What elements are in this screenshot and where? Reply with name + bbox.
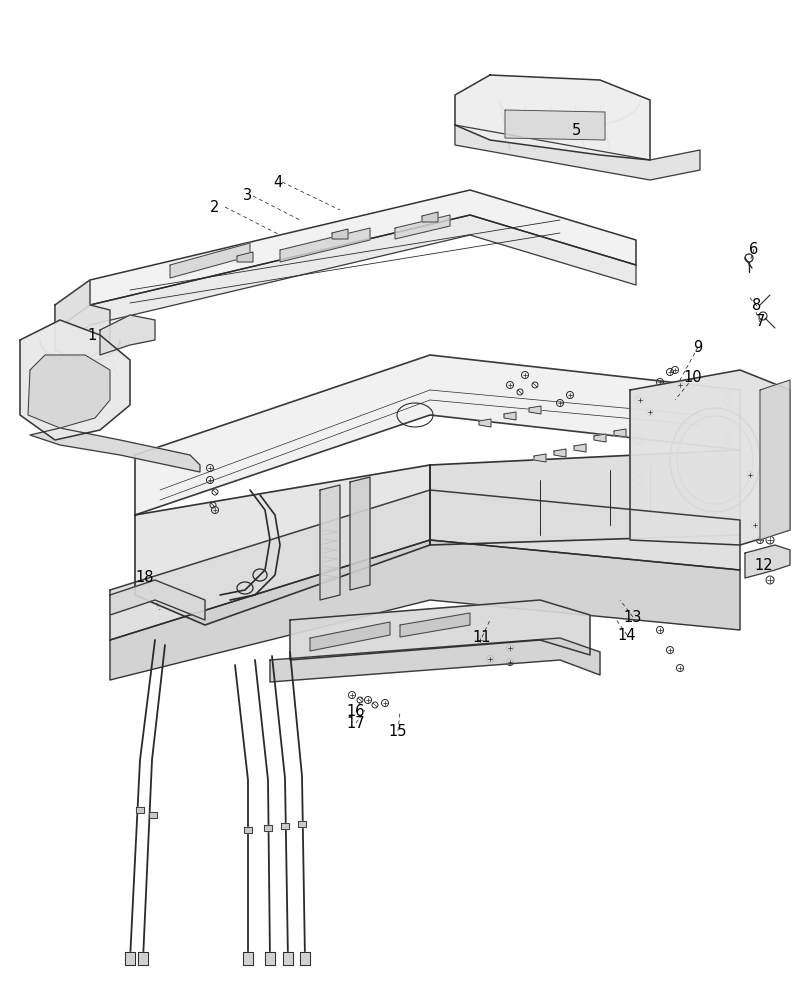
Polygon shape	[430, 450, 739, 545]
Polygon shape	[109, 490, 739, 640]
Polygon shape	[283, 952, 293, 965]
Polygon shape	[28, 355, 109, 428]
Polygon shape	[528, 406, 540, 414]
Text: 14: 14	[617, 628, 636, 643]
Polygon shape	[237, 252, 253, 262]
Polygon shape	[744, 545, 789, 578]
Polygon shape	[100, 315, 155, 355]
Polygon shape	[135, 465, 430, 625]
Polygon shape	[454, 125, 699, 180]
Polygon shape	[759, 380, 789, 540]
Polygon shape	[350, 477, 370, 590]
Polygon shape	[394, 215, 449, 239]
Polygon shape	[573, 444, 586, 452]
Polygon shape	[109, 540, 739, 680]
Text: 7: 7	[754, 314, 764, 330]
Text: 8: 8	[752, 298, 761, 314]
Polygon shape	[242, 952, 253, 965]
Text: 10: 10	[683, 370, 702, 385]
Polygon shape	[30, 428, 200, 472]
Polygon shape	[148, 812, 157, 818]
Polygon shape	[454, 75, 649, 160]
Polygon shape	[109, 580, 204, 620]
Polygon shape	[55, 280, 109, 360]
Text: 17: 17	[346, 716, 365, 730]
Polygon shape	[290, 600, 590, 660]
Text: 12: 12	[753, 558, 772, 572]
Text: 4: 4	[273, 175, 282, 190]
Polygon shape	[613, 429, 625, 437]
Polygon shape	[243, 827, 251, 833]
Polygon shape	[281, 823, 289, 829]
Polygon shape	[629, 370, 789, 545]
Polygon shape	[264, 952, 275, 965]
Text: 3: 3	[243, 188, 252, 204]
Text: 16: 16	[346, 704, 365, 720]
Text: 1: 1	[88, 328, 97, 342]
Polygon shape	[138, 952, 148, 965]
Polygon shape	[280, 228, 370, 262]
Polygon shape	[534, 454, 545, 462]
Text: 11: 11	[472, 630, 491, 645]
Polygon shape	[55, 215, 635, 350]
Polygon shape	[553, 449, 565, 457]
Polygon shape	[422, 212, 437, 222]
Polygon shape	[504, 412, 515, 420]
Polygon shape	[332, 229, 348, 239]
Polygon shape	[310, 622, 389, 651]
Polygon shape	[125, 952, 135, 965]
Polygon shape	[135, 807, 144, 813]
Polygon shape	[264, 825, 272, 831]
Polygon shape	[400, 613, 470, 637]
Polygon shape	[169, 243, 250, 278]
Polygon shape	[298, 821, 306, 827]
Polygon shape	[299, 952, 310, 965]
Polygon shape	[135, 355, 739, 515]
Text: 9: 9	[693, 340, 702, 355]
Text: 15: 15	[388, 724, 407, 738]
Polygon shape	[320, 485, 340, 600]
Text: 5: 5	[571, 123, 580, 138]
Polygon shape	[270, 638, 599, 682]
Text: 13: 13	[623, 609, 642, 624]
Text: 2: 2	[210, 200, 220, 215]
Text: 6: 6	[749, 241, 757, 256]
Polygon shape	[478, 419, 491, 427]
Polygon shape	[594, 434, 605, 442]
Polygon shape	[55, 190, 635, 330]
Polygon shape	[504, 110, 604, 140]
Polygon shape	[20, 320, 130, 440]
Text: 18: 18	[135, 570, 154, 585]
